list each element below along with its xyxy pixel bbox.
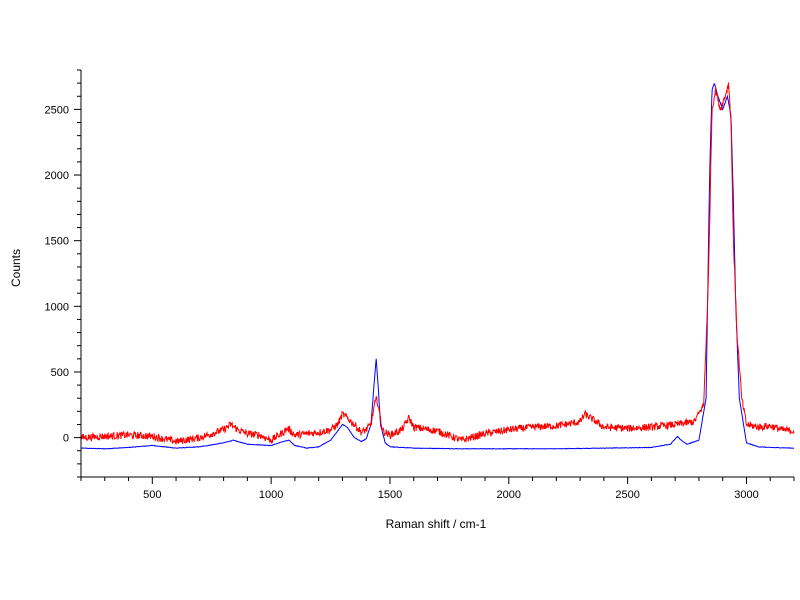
x-tick-label: 1500 (378, 489, 402, 501)
axes-group: 0 500 1000 1500 2000 2500 500 1000 1500 2000 2500 3… (45, 69, 795, 501)
y-tick-label: 0 (63, 433, 69, 445)
x-tick-label: 1000 (259, 489, 283, 501)
series-2-line (80, 82, 795, 445)
y-tick-label: 500 (51, 367, 69, 379)
series-1-line (80, 82, 795, 450)
y-tick-label: 2500 (45, 104, 69, 116)
y-tick-label: 2000 (45, 170, 69, 182)
x-tick-label: 2000 (497, 489, 521, 501)
x-tick-label: 500 (143, 489, 161, 501)
plot-series-group (80, 82, 795, 450)
x-tick-label: 3000 (734, 489, 758, 501)
y-tick-label: 1500 (45, 236, 69, 248)
y-axis-title: Counts (9, 249, 23, 287)
x-axis-title: Raman shift / cm-1 (386, 517, 487, 531)
x-tick-label: 2500 (615, 489, 639, 501)
y-tick-label: 1000 (45, 301, 69, 313)
